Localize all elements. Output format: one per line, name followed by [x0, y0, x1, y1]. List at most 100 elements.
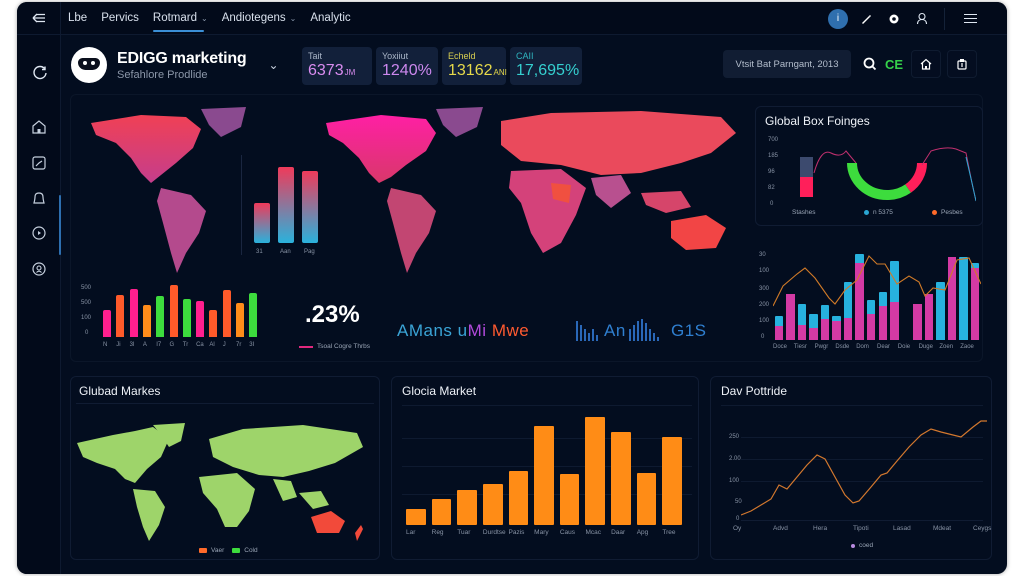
bar-segment[interactable]: [832, 321, 841, 340]
bar[interactable]: [611, 432, 631, 525]
bar-segment[interactable]: [820, 305, 830, 319]
bar-segment[interactable]: [947, 257, 957, 340]
bar-segment[interactable]: [855, 254, 864, 263]
nav-item-rotmard[interactable]: Rotmard ⌄: [152, 2, 208, 34]
bar[interactable]: [559, 474, 580, 525]
bar-segment[interactable]: [832, 316, 841, 321]
bar[interactable]: [169, 285, 178, 337]
nav-item-analytic[interactable]: Analytic: [310, 2, 350, 34]
bar[interactable]: [129, 289, 138, 337]
app-window: Lbe Pervics Rotmard ⌄ Andiotegens ⌄ Analyt…: [17, 2, 1007, 574]
bar[interactable]: [103, 310, 111, 337]
search-button[interactable]: [861, 55, 879, 73]
wave-segment: G1S: [671, 321, 707, 340]
pen-button[interactable]: [852, 5, 880, 33]
bar-segment[interactable]: [878, 292, 888, 306]
y-tick: 100: [759, 318, 770, 324]
bell-icon[interactable]: [31, 190, 47, 206]
bar-segment[interactable]: [959, 257, 968, 340]
bar-segment[interactable]: [866, 314, 876, 340]
bar-segment[interactable]: [797, 304, 807, 325]
bar-segment[interactable]: [855, 263, 864, 340]
bar-segment[interactable]: [890, 261, 899, 302]
settings-button[interactable]: [880, 5, 908, 33]
bar[interactable]: [182, 299, 191, 337]
home-button[interactable]: [911, 50, 942, 78]
legend-item: Stashes: [792, 209, 816, 216]
bar[interactable]: [534, 426, 554, 525]
bar[interactable]: [508, 471, 529, 525]
x-tick: Dear: [877, 344, 891, 350]
bar-segment[interactable]: [774, 326, 784, 340]
bar-segment[interactable]: [786, 294, 795, 340]
bar[interactable]: [254, 203, 270, 243]
bar-segment[interactable]: [774, 316, 784, 326]
bar[interactable]: [209, 310, 218, 337]
gauge-chart[interactable]: [786, 143, 976, 207]
nav-item-lbe[interactable]: Lbe: [68, 2, 87, 34]
refresh-icon[interactable]: [31, 63, 49, 81]
bar-segment[interactable]: [820, 319, 830, 340]
bar[interactable]: [636, 473, 657, 525]
line-chart[interactable]: [741, 413, 987, 523]
bar-segment[interactable]: [924, 294, 934, 340]
nav-label: Analytic: [310, 12, 351, 24]
chevron-down-icon[interactable]: ⌄: [268, 58, 279, 72]
bar[interactable]: [142, 305, 151, 337]
bar[interactable]: [457, 490, 477, 525]
bar[interactable]: [482, 484, 503, 525]
bar-segment[interactable]: [970, 268, 980, 340]
kpi-value: 6373JM: [308, 62, 366, 80]
chart-icon[interactable]: [31, 155, 47, 171]
bar-segment[interactable]: [843, 318, 853, 340]
menu-button[interactable]: [955, 2, 985, 35]
panel-title: Glocia Market: [402, 384, 477, 398]
user-button[interactable]: [908, 5, 936, 33]
kpi-card[interactable]: Yoxiiut 1240%: [376, 47, 438, 85]
dashboard-header: EDIGG marketing Sefahlore Prodlide ⌄: [71, 44, 279, 86]
bar[interactable]: [278, 167, 294, 243]
bar[interactable]: [196, 301, 205, 337]
bar[interactable]: [222, 290, 231, 337]
bar-segment[interactable]: [866, 300, 876, 314]
settings-icon: [889, 14, 899, 23]
bar[interactable]: [585, 417, 606, 525]
bar-segment[interactable]: [843, 282, 853, 318]
nav-item-pervics[interactable]: Pervics: [101, 2, 139, 34]
notification-badge-icon[interactable]: i: [828, 8, 848, 29]
kpi-card[interactable]: Tait 6373JM: [302, 47, 372, 85]
sidebar-scrollbar[interactable]: [59, 195, 61, 255]
bar[interactable]: [116, 295, 125, 337]
world-map-green[interactable]: [73, 417, 373, 547]
bar-segment[interactable]: [797, 325, 807, 340]
bar[interactable]: [156, 296, 165, 337]
date-range-picker[interactable]: Vtsit Bat Parngant, 2013: [723, 50, 851, 78]
kpi-card[interactable]: CAII 17,695%: [510, 47, 582, 85]
bar[interactable]: [406, 509, 426, 525]
bar[interactable]: [236, 303, 244, 337]
bar-segment[interactable]: [890, 302, 899, 340]
back-button[interactable]: [17, 2, 61, 35]
share-button[interactable]: [947, 50, 978, 78]
kpi-card[interactable]: Echeld 13162ANI: [442, 47, 507, 85]
bar-segment[interactable]: [878, 306, 888, 340]
bar[interactable]: [662, 437, 682, 525]
bar[interactable]: [302, 171, 318, 243]
main-map-panel: 31 Aan Pag 500 500 100 0 N Ji 3I A I7 G Tr Ca Al…: [70, 94, 983, 362]
bar-segment[interactable]: [809, 314, 818, 328]
bar-segment[interactable]: [913, 304, 922, 340]
bar-segment[interactable]: [970, 263, 980, 268]
x-tick: Apg: [636, 529, 649, 536]
user-circle-icon[interactable]: [31, 261, 47, 277]
y-tick: 82: [768, 185, 775, 191]
bar[interactable]: [431, 499, 452, 525]
nav-item-andiotegens[interactable]: Andiotegens ⌄: [222, 2, 297, 34]
play-icon[interactable]: [31, 225, 47, 241]
bar[interactable]: [249, 293, 258, 337]
world-map-heatmap[interactable]: [81, 103, 741, 273]
divider: [944, 7, 945, 30]
top-right-actions: i: [828, 2, 1007, 35]
bar-segment[interactable]: [936, 282, 945, 340]
home-icon[interactable]: [31, 119, 47, 135]
bar-segment[interactable]: [809, 328, 818, 340]
